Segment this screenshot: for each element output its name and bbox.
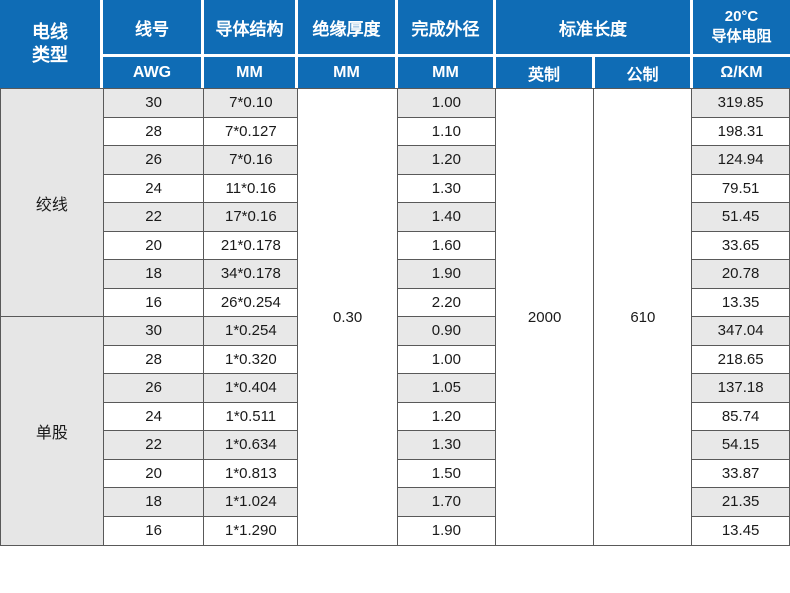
cell-resistance-row8: 13.35 xyxy=(692,288,789,317)
cell-conductor-row3: 7*0.16 xyxy=(204,146,299,175)
cell-awg-row6: 20 xyxy=(103,231,205,260)
cell-awg-row12: 24 xyxy=(103,402,205,431)
cell-od-row13: 1.30 xyxy=(397,431,496,460)
group-cell-solid: 单股 xyxy=(1,317,104,545)
cell-resistance-row14: 33.87 xyxy=(692,459,789,488)
cell-awg-row5: 22 xyxy=(103,203,205,232)
subheader-awg: AWG xyxy=(103,57,204,88)
cell-od-row7: 1.90 xyxy=(397,260,496,289)
cell-od-row5: 1.40 xyxy=(397,203,496,232)
cell-conductor-row14: 1*0.813 xyxy=(204,459,299,488)
header-od: 完成外径 xyxy=(398,0,496,57)
cell-resistance-row15: 21.35 xyxy=(692,488,789,517)
cell-awg-row10: 28 xyxy=(103,345,205,374)
table-body: 绞线 单股 0.30 2000 610 30 7*0.10 1.00 319.85 28… xyxy=(0,88,790,546)
cell-awg-row9: 30 xyxy=(103,317,205,346)
cell-od-row2: 1.10 xyxy=(397,117,496,146)
cell-resistance-row3: 124.94 xyxy=(692,146,789,175)
cell-conductor-row6: 21*0.178 xyxy=(204,231,299,260)
group-cell-stranded: 绞线 xyxy=(1,89,104,317)
cell-awg-row1: 30 xyxy=(103,89,205,118)
header-resistance-line2: 导体电阻 xyxy=(711,28,772,45)
cell-od-row6: 1.60 xyxy=(397,231,496,260)
cell-resistance-row6: 33.65 xyxy=(692,231,789,260)
cell-od-row8: 2.20 xyxy=(397,288,496,317)
cell-od-row15: 1.70 xyxy=(397,488,496,517)
cell-resistance-row13: 54.15 xyxy=(692,431,789,460)
cell-resistance-row2: 198.31 xyxy=(692,117,789,146)
subheader-insulation-mm: MM xyxy=(298,57,398,88)
cell-conductor-row7: 34*0.178 xyxy=(204,260,299,289)
subheader-ohm-km: Ω/KM xyxy=(693,57,790,88)
cell-resistance-row5: 51.45 xyxy=(692,203,789,232)
span-cell-length-imperial: 2000 xyxy=(495,89,595,545)
cell-conductor-row5: 17*0.16 xyxy=(204,203,299,232)
cell-od-row11: 1.05 xyxy=(397,374,496,403)
subheader-metric: 公制 xyxy=(595,57,693,88)
cell-awg-row3: 26 xyxy=(103,146,205,175)
cell-awg-row14: 20 xyxy=(103,459,205,488)
subheader-imperial: 英制 xyxy=(496,57,595,88)
cell-conductor-row13: 1*0.634 xyxy=(204,431,299,460)
subheader-conductor-mm: MM xyxy=(204,57,298,88)
cell-awg-row13: 22 xyxy=(103,431,205,460)
cell-awg-row16: 16 xyxy=(103,516,205,545)
cell-awg-row8: 16 xyxy=(103,288,205,317)
subheader-od-mm: MM xyxy=(398,57,496,88)
header-std-length: 标准长度 xyxy=(496,0,693,57)
cell-conductor-row8: 26*0.254 xyxy=(204,288,299,317)
cell-conductor-row11: 1*0.404 xyxy=(204,374,299,403)
cell-od-row1: 1.00 xyxy=(397,89,496,118)
cell-awg-row15: 18 xyxy=(103,488,205,517)
cell-od-row3: 1.20 xyxy=(397,146,496,175)
cell-conductor-row10: 1*0.320 xyxy=(204,345,299,374)
cell-resistance-row10: 218.65 xyxy=(692,345,789,374)
cell-od-row14: 1.50 xyxy=(397,459,496,488)
cell-resistance-row12: 85.74 xyxy=(692,402,789,431)
span-cell-length-metric: 610 xyxy=(594,89,693,545)
cell-awg-row11: 26 xyxy=(103,374,205,403)
cell-conductor-row16: 1*1.290 xyxy=(204,516,299,545)
cell-conductor-row2: 7*0.127 xyxy=(204,117,299,146)
span-cell-insulation-thickness: 0.30 xyxy=(298,89,398,545)
cell-od-row12: 1.20 xyxy=(397,402,496,431)
cell-resistance-row16: 13.45 xyxy=(692,516,789,545)
cell-od-row10: 1.00 xyxy=(397,345,496,374)
header-wire-type: 电线 类型 xyxy=(0,0,103,88)
header-wire-type-line1: 电线 xyxy=(32,21,68,42)
cell-od-row9: 0.90 xyxy=(397,317,496,346)
cell-awg-row7: 18 xyxy=(103,260,205,289)
cell-resistance-row1: 319.85 xyxy=(692,89,789,118)
header-wire-no: 线号 xyxy=(103,0,204,57)
header-conductor: 导体结构 xyxy=(204,0,298,57)
cell-resistance-row4: 79.51 xyxy=(692,174,789,203)
cell-awg-row4: 24 xyxy=(103,174,205,203)
header-resistance-line1: 20°C xyxy=(724,7,759,25)
cell-od-row16: 1.90 xyxy=(397,516,496,545)
header-resistance: 20°C 导体电阻 xyxy=(693,0,790,57)
cell-conductor-row9: 1*0.254 xyxy=(204,317,299,346)
cell-conductor-row1: 7*0.10 xyxy=(204,89,299,118)
cell-resistance-row11: 137.18 xyxy=(692,374,789,403)
cell-resistance-row9: 347.04 xyxy=(692,317,789,346)
table-header: 电线 类型 线号 导体结构 绝缘厚度 完成外径 标准长度 20°C 导体电阻 A… xyxy=(0,0,790,88)
header-insulation: 绝缘厚度 xyxy=(298,0,398,57)
wire-spec-table: 电线 类型 线号 导体结构 绝缘厚度 完成外径 标准长度 20°C 导体电阻 A… xyxy=(0,0,790,546)
cell-od-row4: 1.30 xyxy=(397,174,496,203)
cell-resistance-row7: 20.78 xyxy=(692,260,789,289)
header-wire-type-line2: 类型 xyxy=(32,45,68,65)
cell-awg-row2: 28 xyxy=(103,117,205,146)
cell-conductor-row12: 1*0.511 xyxy=(204,402,299,431)
cell-conductor-row15: 1*1.024 xyxy=(204,488,299,517)
cell-conductor-row4: 11*0.16 xyxy=(204,174,299,203)
